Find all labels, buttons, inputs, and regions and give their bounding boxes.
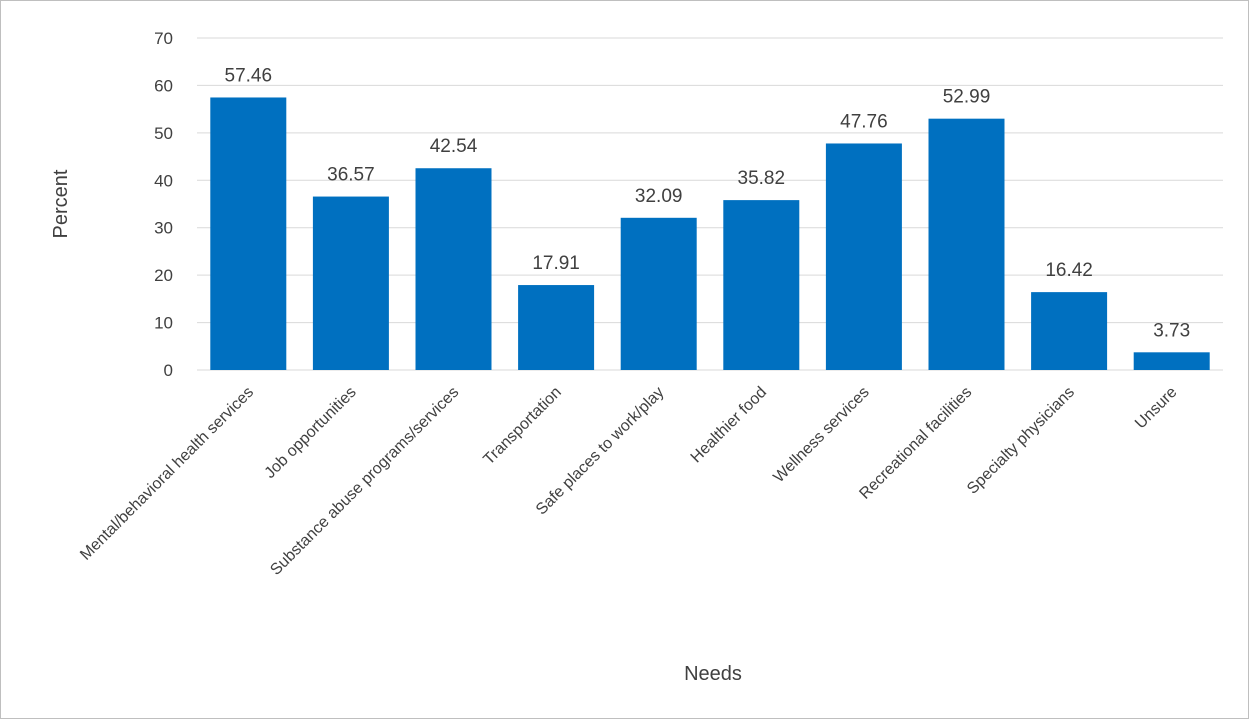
bar <box>723 200 800 370</box>
y-axis-title: Percent <box>50 169 72 238</box>
y-tick-label: 40 <box>154 171 173 190</box>
bar <box>1031 292 1108 370</box>
bar <box>415 168 492 370</box>
data-label: 16.42 <box>1045 260 1093 281</box>
data-label: 47.76 <box>840 111 888 132</box>
y-tick-label: 60 <box>154 76 173 95</box>
x-category-label: Mental/behavioral health services <box>77 384 257 564</box>
bars <box>210 97 1210 371</box>
bar <box>928 118 1005 371</box>
x-category-label: Healthier food <box>688 384 770 466</box>
data-label: 42.54 <box>430 136 478 157</box>
data-label: 32.09 <box>635 186 683 207</box>
x-axis-categories: Mental/behavioral health services Job opp… <box>77 384 1180 579</box>
bar <box>210 97 287 370</box>
bar <box>518 285 595 370</box>
data-label: 52.99 <box>943 87 991 108</box>
x-category-label: Substance abuse programs/services <box>267 384 462 579</box>
bar <box>1133 352 1210 370</box>
x-category-label: Specialty physicians <box>964 384 1078 498</box>
y-tick-label: 70 <box>154 29 173 48</box>
bar <box>312 196 389 370</box>
bar <box>620 217 697 370</box>
y-tick-label: 10 <box>154 314 173 333</box>
y-axis-ticks: 0 10 20 30 40 50 60 70 <box>154 29 173 380</box>
x-category-label: Job opportunities <box>262 384 360 482</box>
data-label: 35.82 <box>738 168 786 189</box>
data-label: 57.46 <box>225 65 273 86</box>
y-tick-label: 20 <box>154 266 173 285</box>
data-labels: 57.46 36.57 42.54 17.91 32.09 35.82 47.76 52.99… <box>225 65 1191 341</box>
x-category-label: Transportation <box>480 384 565 469</box>
x-axis-title: Needs <box>684 663 742 685</box>
data-label: 3.73 <box>1153 320 1190 341</box>
bar <box>825 143 902 370</box>
x-category-label: Recreational facilities <box>856 384 975 503</box>
y-tick-label: 50 <box>154 124 173 143</box>
x-category-label: Unsure <box>1132 384 1181 433</box>
y-tick-label: 0 <box>164 361 173 380</box>
x-category-label: Wellness services <box>770 384 872 486</box>
data-label: 17.91 <box>532 253 580 274</box>
data-label: 36.57 <box>327 165 375 186</box>
y-tick-label: 30 <box>154 219 173 238</box>
